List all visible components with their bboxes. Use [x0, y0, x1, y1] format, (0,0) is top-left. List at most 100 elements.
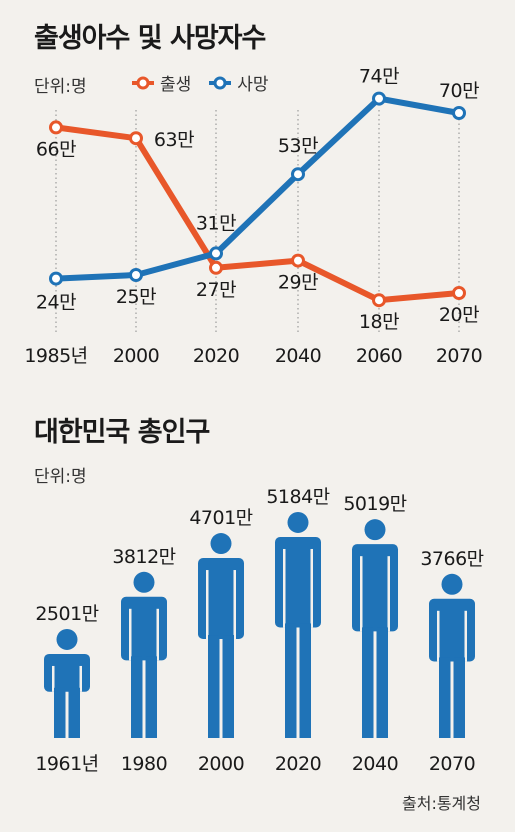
legend-death-label: 사망 [237, 75, 269, 95]
data-point-death [452, 106, 466, 120]
figure-leg [453, 657, 465, 738]
x-tick-label: 2020 [275, 753, 321, 775]
x-tick-label: 2000 [113, 345, 159, 367]
figure-arm-gap [360, 556, 363, 632]
line-chart-title: 출생아수 및 사망자수 [34, 23, 266, 54]
data-point-death [291, 167, 305, 182]
series-line-birth [55, 124, 460, 304]
source-note: 출처:통계청 [402, 794, 481, 813]
figure-leg [299, 623, 311, 738]
figure-head [210, 533, 232, 555]
figure-body [121, 596, 167, 661]
figure-arm-gap [129, 608, 132, 661]
figure-arm-gap [310, 548, 313, 628]
data-point-birth [209, 260, 223, 275]
legend-item-birth: 출생 [132, 70, 191, 95]
figure-leg [145, 656, 157, 738]
figure-body [429, 598, 475, 662]
data-label: 2501만 [35, 603, 98, 625]
population-chart-title: 대한민국 총인구 [34, 417, 210, 448]
person-figure [352, 519, 398, 738]
data-point-birth [452, 286, 466, 300]
x-tick-label: 2070 [429, 753, 475, 775]
figure-head [441, 573, 463, 595]
x-tick-label: 2060 [356, 345, 402, 367]
figure-arm-gap [283, 548, 286, 628]
x-tick-label: 2040 [275, 345, 321, 367]
figure-leg [131, 656, 143, 738]
figure-arm-gap [79, 665, 82, 692]
figure-head [133, 571, 155, 593]
legend-death-marker [209, 76, 232, 89]
legend-item-death: 사망 [209, 70, 269, 95]
figure-leg [222, 635, 234, 738]
data-label: 66만 [36, 138, 76, 160]
data-label: 20만 [439, 304, 479, 326]
data-label: 27만 [196, 279, 236, 301]
figure-leg [439, 657, 451, 738]
data-label: 70만 [439, 80, 479, 102]
legend-birth-marker [132, 76, 154, 89]
data-point-birth [291, 253, 305, 268]
x-tick-label: 2020 [193, 345, 239, 367]
figure-arm-gap [233, 570, 236, 640]
data-label: 31만 [196, 212, 236, 234]
data-label: 4701만 [189, 507, 252, 529]
data-label: 53만 [278, 135, 318, 157]
figure-leg [376, 627, 388, 738]
x-tick-label: 1985년 [24, 345, 87, 367]
figure-leg [208, 635, 220, 738]
population-chart: 2501만 1961년 3812만 1980 4701만 2000 5184만 2020 501… [35, 486, 484, 775]
figure-arm-gap [206, 570, 209, 640]
data-label: 3812만 [112, 546, 175, 568]
line-chart: 66만 63만 27만 29만 18만 20만 24만 25만 31만 53만 74만 70만 1985… [24, 66, 482, 367]
person-figure [429, 573, 475, 738]
line-chart-unit: 단위:명 [34, 77, 87, 97]
figure-body [275, 536, 321, 628]
figure-arm-gap [156, 608, 159, 661]
person-figure [121, 571, 167, 738]
figure-leg [362, 627, 374, 738]
person-figure [44, 628, 90, 738]
data-label: 63만 [154, 129, 194, 151]
data-point-death [49, 271, 63, 286]
data-label: 5019만 [343, 493, 406, 515]
legend-birth-label: 출생 [160, 75, 192, 95]
person-figure [198, 533, 244, 738]
figure-body [352, 544, 398, 632]
figure-arm-gap [464, 610, 467, 662]
data-label: 5184만 [266, 486, 329, 508]
figure-head [287, 511, 309, 533]
x-tick-label: 2040 [352, 753, 398, 775]
data-point-birth [372, 293, 386, 308]
population-chart-unit: 단위:명 [34, 467, 87, 487]
data-label: 24만 [36, 292, 76, 314]
data-point-birth [129, 131, 143, 146]
data-point-death [209, 246, 223, 261]
data-point-death [129, 268, 143, 282]
data-label: 74만 [359, 66, 399, 88]
x-tick-label: 1961년 [35, 753, 98, 775]
x-tick-label: 2000 [198, 753, 244, 775]
figure-head [56, 628, 78, 650]
series-line-death [55, 95, 460, 282]
data-point-birth [49, 120, 63, 135]
x-tick-label: 1980 [121, 753, 167, 775]
figure-head [364, 519, 386, 541]
figure-leg [285, 623, 297, 738]
data-label: 29만 [278, 272, 318, 294]
figure-body [198, 558, 244, 640]
figure-leg [54, 687, 66, 738]
person-figure [275, 511, 321, 738]
data-label: 25만 [116, 286, 156, 308]
figure-arm-gap [387, 556, 390, 632]
figure-arm-gap [52, 665, 55, 692]
data-label: 3766만 [420, 548, 483, 570]
data-point-death [372, 91, 386, 106]
line-chart-legend: 출생 사망 [132, 70, 269, 95]
data-label: 18만 [359, 311, 399, 333]
figure-body [44, 653, 90, 692]
x-tick-label: 2070 [436, 345, 482, 367]
figure-leg [68, 687, 80, 738]
